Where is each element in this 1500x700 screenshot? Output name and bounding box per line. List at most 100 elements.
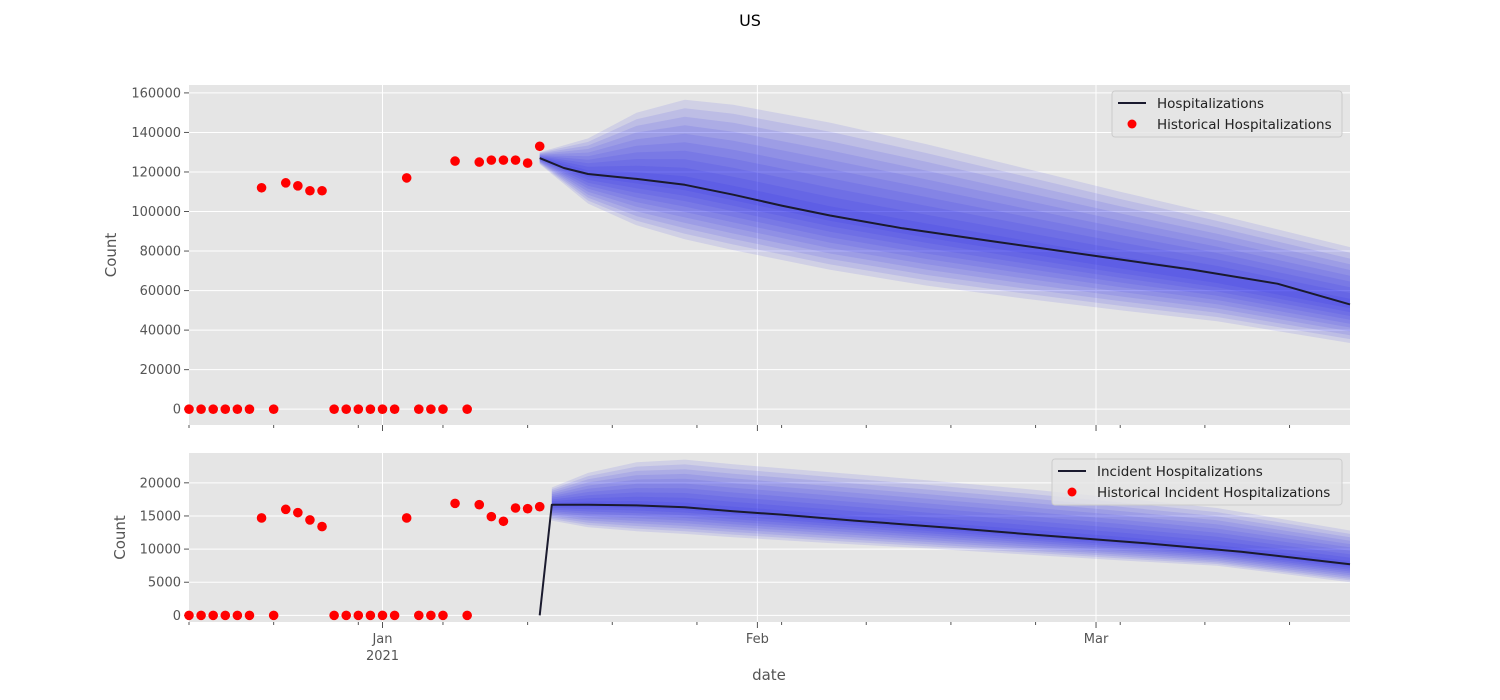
historical-point <box>220 610 231 621</box>
uncertainty-band <box>551 459 1350 583</box>
historical-point <box>293 507 303 518</box>
x-tick-label: Mar <box>1084 632 1109 647</box>
y-tick-label: 20000 <box>140 476 181 491</box>
historical-point <box>510 503 521 513</box>
historical-point <box>462 404 472 414</box>
uncertainty-band <box>539 99 1350 343</box>
historical-point <box>450 498 460 509</box>
historical-point <box>486 511 497 522</box>
historical-point <box>438 610 448 621</box>
forecast-line <box>538 503 1351 616</box>
historical-point <box>401 173 412 183</box>
y-axis-label: Count <box>102 233 120 278</box>
hospitalizations-panel: 0 20000 40000 60000 80000 100000 120000 140000 1… <box>102 85 1351 431</box>
historical-point <box>413 610 424 621</box>
y-tick-label: 100000 <box>131 205 181 220</box>
y-tick-label: 80000 <box>140 245 181 260</box>
historical-point <box>389 610 400 621</box>
legend-box <box>1051 458 1343 506</box>
uncertainty-band <box>551 501 1350 567</box>
y-tick-label: 140000 <box>131 126 181 141</box>
historical-point <box>450 156 460 166</box>
historical-point <box>498 516 509 527</box>
legend-label: Historical Incident Hospitalizations <box>1097 485 1330 501</box>
legend-dot-swatch <box>1127 119 1137 129</box>
uncertainty-band <box>551 496 1350 568</box>
historical-point <box>426 404 436 414</box>
uncertainty-band <box>551 473 1350 577</box>
y-tick-label: 60000 <box>140 284 181 299</box>
historical-point <box>232 404 243 414</box>
historical-point <box>184 610 194 621</box>
historical-point <box>256 513 267 523</box>
historical-point <box>317 521 327 532</box>
forecast-line <box>539 157 1351 306</box>
legend-label: Historical Hospitalizations <box>1157 117 1332 133</box>
historical-point <box>377 404 388 414</box>
historical-point <box>498 155 509 165</box>
y-tick-label: 120000 <box>131 165 181 180</box>
legend-box <box>1111 90 1343 138</box>
historical-point <box>317 185 327 196</box>
historical-point <box>486 155 497 165</box>
x-tick-label: Jan <box>371 632 392 647</box>
historical-point <box>413 404 424 414</box>
historical-point <box>510 155 521 165</box>
y-tick-label: 15000 <box>140 509 181 524</box>
historical-point <box>280 504 291 515</box>
historical-point <box>208 610 218 621</box>
uncertainty-band <box>539 125 1350 332</box>
uncertainty-band <box>551 469 1350 579</box>
x-axis-label: date <box>752 666 786 684</box>
legend-dot-swatch <box>1067 487 1077 497</box>
historical-point <box>426 610 436 621</box>
figure-title: US <box>739 11 761 30</box>
uncertainty-band <box>539 108 1350 340</box>
historical-point <box>353 404 364 414</box>
historical-point <box>474 499 485 510</box>
historical-point <box>268 610 279 621</box>
legend-label: Incident Hospitalizations <box>1097 464 1263 480</box>
legend: Hospitalizations Historical Hospitalizati… <box>1111 90 1343 138</box>
historical-point <box>305 515 315 525</box>
historical-point <box>365 610 376 621</box>
legend-label: Hospitalizations <box>1157 96 1264 112</box>
legend: Incident Hospitalizations Historical Inci… <box>1051 458 1343 506</box>
x-tick-label: Feb <box>746 632 769 647</box>
historical-point <box>184 404 194 414</box>
historical-point <box>522 503 533 514</box>
uncertainty-band <box>551 464 1350 581</box>
historical-point <box>232 610 243 621</box>
historical-point <box>280 178 291 188</box>
historical-point <box>401 513 412 523</box>
uncertainty-band <box>539 157 1350 309</box>
historical-point <box>196 610 206 621</box>
historical-point <box>389 404 400 414</box>
historical-point <box>474 157 485 167</box>
y-axis-label: Count <box>111 515 129 560</box>
historical-point <box>220 404 231 414</box>
y-tick-label: 40000 <box>140 324 181 339</box>
y-tick-label: 160000 <box>131 86 181 101</box>
historical-point <box>208 404 218 414</box>
historical-point <box>534 141 545 152</box>
historical-point <box>534 501 545 512</box>
historical-point <box>329 610 339 621</box>
historical-point <box>293 181 303 191</box>
historical-point <box>353 610 364 621</box>
historical-point <box>438 404 448 414</box>
uncertainty-band <box>539 142 1350 324</box>
historical-point <box>329 404 339 414</box>
historical-point <box>341 610 352 621</box>
y-tick-label: 10000 <box>140 543 181 558</box>
y-tick-label: 0 <box>173 403 181 418</box>
historical-point <box>365 404 376 414</box>
historical-point <box>462 610 472 621</box>
historical-point <box>305 185 315 196</box>
uncertainty-band <box>539 133 1350 328</box>
y-tick-label: 0 <box>173 609 181 624</box>
historical-point <box>244 404 255 414</box>
historical-point <box>522 158 533 168</box>
y-tick-label: 20000 <box>140 363 181 378</box>
